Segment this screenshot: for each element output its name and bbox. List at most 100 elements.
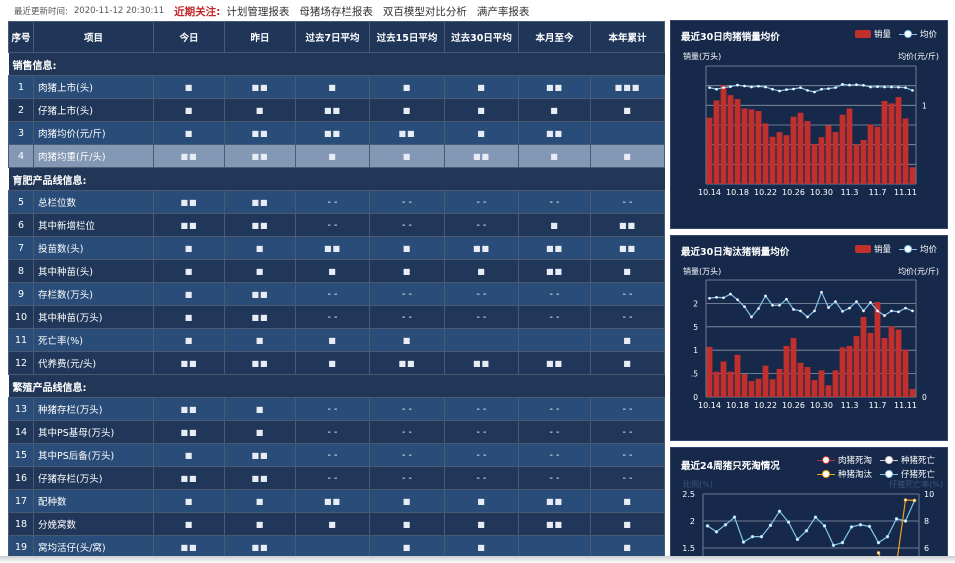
price-point bbox=[841, 310, 844, 313]
table-cell bbox=[590, 121, 665, 145]
table-cell: ■ bbox=[444, 512, 519, 536]
row-item: 其中PS基母(万头) bbox=[33, 420, 154, 444]
table-row[interactable]: 12 代养费(元/头) ■■ ■■ ■ ■■ ■■ ■■ ■ bbox=[8, 351, 665, 375]
bar bbox=[769, 136, 776, 184]
table-row[interactable]: 19 窝均活仔(头/窝) ■■ ■■ ■ ■ ■ bbox=[8, 535, 665, 559]
bar bbox=[755, 111, 762, 184]
series-point bbox=[705, 524, 710, 528]
y-axis-label: 销量(万头) bbox=[683, 52, 722, 61]
column-header: 过去30日平均 bbox=[444, 21, 519, 53]
row-item: 投苗数(头) bbox=[33, 236, 154, 260]
table-row[interactable]: 2 仔猪上市(头) ■ ■ ■■ ■ ■ ■ ■ bbox=[8, 98, 665, 122]
table-cell: ■ bbox=[295, 351, 370, 375]
table-row[interactable]: 5 总栏位数 ■■ ■■ - -- -- -- -- - bbox=[8, 190, 665, 214]
table-row[interactable]: 7 投苗数(头) ■ ■ ■■ ■ ■■ ■■ ■■ bbox=[8, 236, 665, 260]
legend-item[interactable]: 种猪死亡 bbox=[880, 454, 935, 466]
price-point bbox=[743, 305, 746, 308]
table-cell: ■■ bbox=[369, 351, 445, 375]
table-header-row: 序号 项目 今日 昨日 过去7日平均 过去15日平均 过去30日平均 本月至今 本年累计 bbox=[8, 21, 665, 53]
legend-item[interactable]: 均价 bbox=[898, 243, 937, 255]
table-row[interactable]: 13 种猪存栏(万头) ■■ ■ - -- -- -- -- - bbox=[8, 397, 665, 421]
row-item: 配种数 bbox=[33, 489, 154, 513]
legend-item[interactable]: 均价 bbox=[898, 28, 937, 40]
table-row[interactable]: 15 其中PS后备(万头) ■ ■■ - -- -- -- -- - bbox=[8, 443, 665, 467]
price-point bbox=[757, 84, 760, 88]
table-cell: ■■ bbox=[224, 466, 296, 490]
series-point bbox=[849, 525, 854, 529]
table-row[interactable]: 17 配种数 ■ ■ ■■ ■ ■ ■■ ■ bbox=[8, 489, 665, 513]
legend-item[interactable]: 销量 bbox=[854, 28, 891, 40]
table-row[interactable]: 18 分娩窝数 ■ ■ ■ ■ ■ ■■ ■ bbox=[8, 512, 665, 536]
link-capacity-report[interactable]: 满产率报表 bbox=[476, 5, 530, 18]
chart-panel-cull-sales: 最近30日淘汰猪销量均价 销量 均价 销量(万头) 均价(元/斤) 10.14 1… bbox=[670, 235, 948, 441]
row-number: 4 bbox=[8, 144, 34, 168]
row-number: 3 bbox=[8, 121, 34, 145]
table-cell: - - bbox=[295, 397, 370, 421]
bar bbox=[881, 338, 888, 397]
table-cell: ■■ bbox=[153, 420, 225, 444]
price-point bbox=[883, 85, 886, 89]
x-tick-label: 11.7 bbox=[869, 188, 887, 197]
table-row[interactable]: 4 肉猪均重(斤/头) ■■ ■■ ■ ■ ■■ ■ ■ bbox=[8, 144, 665, 168]
y-tick-label: 0 bbox=[693, 393, 698, 402]
table-cell: ■■ bbox=[153, 351, 225, 375]
table-row[interactable]: 11 死亡率(%) ■ ■ ■ ■ ■ bbox=[8, 328, 665, 352]
bar bbox=[902, 118, 909, 184]
row-item: 肉猪均价(元/斤) bbox=[33, 121, 154, 145]
table-cell: ■■■ bbox=[590, 75, 665, 99]
y2-axis-label: 均价(元/斤) bbox=[898, 267, 939, 276]
table-cell: ■■ bbox=[590, 236, 665, 260]
table-row[interactable]: 3 肉猪均价(元/斤) ■ ■■ ■■ ■■ ■ ■■ bbox=[8, 121, 665, 145]
price-point bbox=[729, 85, 732, 88]
link-model-comparison[interactable]: 双百模型对比分析 bbox=[382, 5, 467, 18]
price-point bbox=[722, 296, 725, 300]
y2-tick-label: 10 bbox=[924, 490, 934, 499]
table-cell: - - bbox=[590, 443, 665, 467]
y-tick-label: 2 bbox=[690, 517, 695, 526]
x-tick-label: 10.14 bbox=[698, 401, 721, 410]
table-cell bbox=[444, 328, 519, 352]
series-point bbox=[813, 515, 818, 519]
link-sow-farm-report[interactable]: 母猪场存栏报表 bbox=[299, 5, 373, 18]
chart-svg: 2.5 10 2 8 1.5 6 bbox=[682, 490, 934, 558]
series-point bbox=[840, 540, 845, 545]
table-row[interactable]: 16 仔猪存栏(万头) ■■ ■■ - -- -- -- -- - bbox=[8, 466, 665, 490]
price-point bbox=[764, 294, 767, 298]
row-number: 7 bbox=[8, 236, 34, 260]
table-cell: ■ bbox=[224, 259, 296, 283]
table-cell: ■ bbox=[369, 259, 445, 283]
chart-title: 最近30日淘汰猪销量均价 bbox=[681, 247, 790, 258]
row-item: 仔猪存栏(万头) bbox=[33, 466, 154, 490]
legend-item[interactable]: 仔猪死亡 bbox=[880, 468, 935, 480]
table-row[interactable]: 1 肉猪上市(头) ■ ■■ ■ ■ ■ ■■ ■■■ bbox=[8, 75, 665, 99]
bar bbox=[706, 346, 713, 397]
price-point bbox=[708, 86, 711, 89]
x-tick-label: 10.22 bbox=[754, 188, 777, 197]
legend-item[interactable]: 销量 bbox=[854, 243, 891, 255]
table-cell: ■ bbox=[153, 512, 225, 536]
price-point bbox=[743, 84, 746, 88]
chart-legend: 销量 均价 bbox=[854, 28, 937, 40]
price-point bbox=[883, 314, 886, 317]
row-item: 其中PS后备(万头) bbox=[33, 443, 154, 467]
y2-tick-label: 0 bbox=[922, 393, 927, 402]
price-point bbox=[771, 87, 774, 91]
table-row[interactable]: 10 其中种苗(万头) ■ ■■ - -- -- -- -- - bbox=[8, 305, 665, 329]
table-row[interactable]: 9 存栏数(万头) ■ ■■ - -- -- -- -- - bbox=[8, 282, 665, 306]
table-row[interactable]: 14 其中PS基母(万头) ■■ ■ - -- -- -- -- - bbox=[8, 420, 665, 444]
line-swatch-icon bbox=[898, 245, 917, 253]
column-header: 本月至今 bbox=[518, 21, 591, 53]
legend-item[interactable]: 种猪淘汰 bbox=[817, 468, 872, 480]
series-point bbox=[723, 523, 728, 527]
x-tick-label: 10.26 bbox=[782, 401, 805, 410]
row-number: 6 bbox=[8, 213, 34, 237]
link-plan-report[interactable]: 计划管理报表 bbox=[226, 5, 290, 18]
y-tick-label: .5 bbox=[691, 370, 698, 379]
table-row[interactable]: 6 其中新增栏位 ■■ ■■ - -- -- - ■ ■■ bbox=[8, 213, 665, 237]
legend-item[interactable]: 肉猪死淘 bbox=[817, 454, 872, 466]
table-row[interactable]: 8 其中种苗(头) ■ ■ ■ ■ ■ ■■ ■ bbox=[8, 259, 665, 283]
series-point bbox=[732, 515, 737, 519]
table-cell bbox=[295, 535, 370, 559]
table-cell: ■ bbox=[153, 259, 225, 283]
row-item: 其中新增栏位 bbox=[33, 213, 154, 237]
